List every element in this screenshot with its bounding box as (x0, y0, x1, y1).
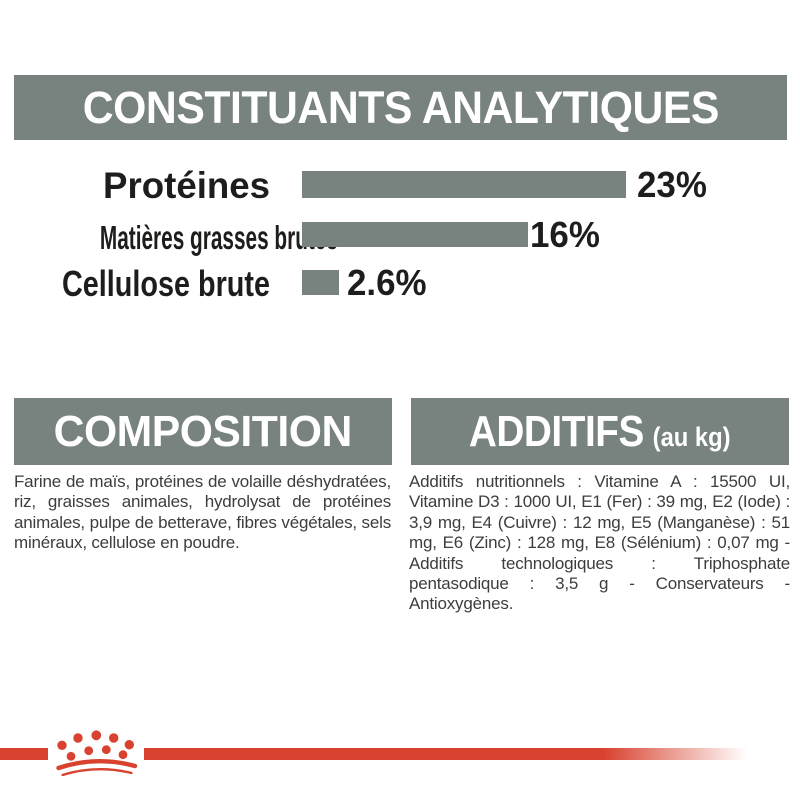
chart-bar-proteins (302, 171, 626, 198)
composition-header: COMPOSITION (14, 398, 392, 465)
royal-canin-crown-icon (56, 730, 138, 777)
chart-value-proteins: 23% (637, 164, 707, 205)
chart-label-crude-fibre: Cellulose brute (61, 263, 271, 304)
brand-red-line-right-gradient (144, 748, 800, 760)
chart-bar-crude-fat (302, 222, 528, 247)
composition-body: Farine de maïs, protéines de volaille dé… (14, 472, 391, 553)
chart-value-crude-fat: 16% (530, 214, 600, 255)
chart-value-crude-fibre: 2.6% (347, 262, 427, 303)
composition-title: COMPOSITION (53, 406, 353, 456)
chart-bar-crude-fibre (302, 270, 339, 295)
analytical-constituents-header: CONSTITUANTS ANALYTIQUES (14, 75, 787, 140)
additives-body: Additifs nutritionnels : Vitamine A : 15… (409, 472, 790, 614)
additives-title: ADDITIFS (469, 406, 645, 456)
additives-unit-suffix: (au kg) (652, 421, 731, 452)
chart-label-crude-fat: Matières grasses brutes (99, 219, 338, 256)
analytical-constituents-title: CONSTITUANTS ANALYTIQUES (82, 81, 719, 133)
additives-header: ADDITIFS (au kg) (411, 398, 789, 465)
chart-label-proteins: Protéines (103, 165, 270, 206)
brand-red-line-left (0, 748, 48, 760)
